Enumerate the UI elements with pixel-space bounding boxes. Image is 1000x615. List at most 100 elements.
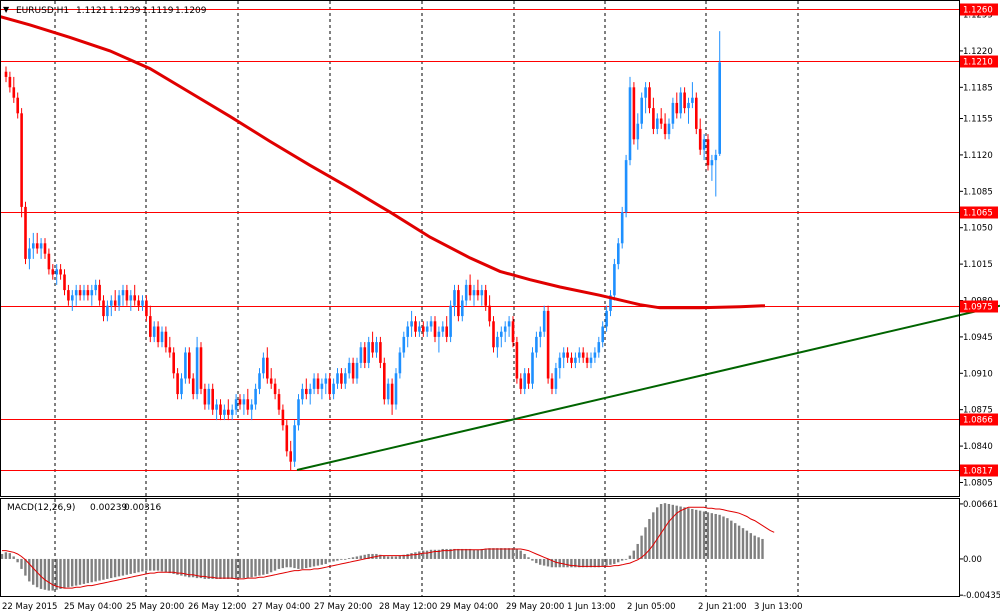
candle-body bbox=[422, 326, 425, 332]
macd-bar bbox=[28, 558, 31, 582]
macd-bar bbox=[511, 548, 515, 559]
macd-bar bbox=[320, 558, 323, 565]
candle bbox=[47, 248, 51, 275]
macd-bar bbox=[16, 558, 19, 563]
candle bbox=[39, 238, 43, 259]
candle-body bbox=[98, 284, 101, 301]
macd-bar bbox=[262, 558, 265, 575]
macd-bar bbox=[691, 508, 694, 559]
macd-bar bbox=[332, 558, 335, 562]
candle bbox=[472, 284, 476, 306]
x-tick-label: 25 May 04:00 bbox=[64, 602, 122, 612]
candle-body bbox=[656, 118, 659, 129]
trend-line bbox=[296, 304, 1000, 471]
macd-bar bbox=[593, 558, 596, 568]
candle bbox=[414, 316, 417, 337]
macd-bar bbox=[324, 558, 327, 564]
macd-bar bbox=[453, 548, 456, 559]
candle-body bbox=[476, 290, 480, 296]
candle-body bbox=[160, 331, 164, 343]
macd-bar bbox=[425, 550, 429, 559]
candle bbox=[164, 326, 168, 353]
macd-bar bbox=[168, 558, 171, 574]
candle-body bbox=[433, 321, 437, 337]
candle bbox=[597, 336, 601, 358]
candle-body bbox=[51, 269, 55, 275]
candle bbox=[375, 336, 378, 358]
candle-body bbox=[367, 342, 370, 363]
candle-body bbox=[180, 378, 183, 395]
candle-body bbox=[254, 388, 257, 405]
candle-body bbox=[82, 290, 86, 296]
macd-bar bbox=[609, 558, 612, 565]
candle bbox=[566, 347, 569, 363]
candle bbox=[355, 357, 359, 384]
candle-body bbox=[137, 300, 140, 306]
candle-body bbox=[714, 154, 718, 161]
macd-bar bbox=[82, 558, 86, 584]
macd-bar bbox=[386, 556, 390, 559]
candle bbox=[383, 357, 386, 405]
candle bbox=[332, 378, 335, 400]
candle bbox=[480, 284, 484, 306]
candle bbox=[628, 76, 632, 166]
candle bbox=[410, 310, 413, 337]
candle-body bbox=[191, 378, 195, 395]
candle-body bbox=[383, 362, 386, 400]
candle-body bbox=[78, 290, 82, 296]
macd-bar bbox=[102, 558, 105, 580]
candle bbox=[227, 399, 230, 421]
candle bbox=[351, 357, 355, 384]
candle-body bbox=[297, 399, 300, 426]
candle bbox=[500, 326, 503, 348]
macd-bar bbox=[597, 558, 600, 568]
macd-bar bbox=[726, 518, 729, 559]
candle-body bbox=[102, 300, 105, 317]
level-label: 1.0866 bbox=[963, 416, 993, 426]
candle-body bbox=[671, 102, 675, 124]
candle-body bbox=[199, 347, 203, 389]
candle bbox=[308, 383, 312, 405]
candle-body bbox=[554, 368, 558, 389]
macd-bar bbox=[110, 558, 113, 579]
candle-body bbox=[74, 290, 78, 296]
macd-bar bbox=[250, 558, 253, 578]
chart-title: EURUSD,H1 bbox=[16, 6, 69, 16]
candle-body bbox=[593, 352, 597, 358]
candle-body bbox=[488, 305, 491, 322]
candle-body bbox=[687, 102, 690, 109]
moving-average-line bbox=[0, 15, 766, 310]
candle-body bbox=[262, 357, 265, 374]
macd-bar bbox=[39, 558, 43, 589]
macd-bar bbox=[98, 558, 101, 581]
candle bbox=[4, 66, 8, 83]
candle bbox=[316, 373, 320, 395]
candle bbox=[484, 284, 487, 311]
candle-body bbox=[273, 383, 277, 395]
macd-bar bbox=[156, 558, 160, 571]
level-label-box bbox=[960, 413, 998, 426]
candle-body bbox=[601, 326, 604, 343]
macd-tick-label: -0.00435 bbox=[963, 591, 1000, 601]
candle-body bbox=[480, 290, 484, 296]
candle-body bbox=[281, 409, 285, 426]
candle bbox=[683, 87, 686, 114]
candle bbox=[710, 154, 714, 181]
macd-bar bbox=[492, 548, 495, 559]
y-tick-label: 1.1120 bbox=[963, 151, 993, 161]
candle-body bbox=[418, 326, 421, 332]
candle bbox=[624, 154, 628, 218]
candle bbox=[168, 336, 172, 358]
candle bbox=[328, 373, 331, 400]
candle bbox=[129, 290, 133, 311]
candle-body bbox=[234, 399, 238, 410]
candle bbox=[273, 378, 277, 400]
candle-body bbox=[691, 97, 694, 103]
candle-body bbox=[20, 113, 23, 207]
macd-bar bbox=[4, 552, 8, 559]
candle bbox=[12, 76, 16, 103]
candle-body bbox=[375, 342, 378, 353]
candle-body bbox=[320, 383, 324, 389]
candle-body bbox=[652, 108, 655, 129]
candle-body bbox=[86, 290, 90, 296]
